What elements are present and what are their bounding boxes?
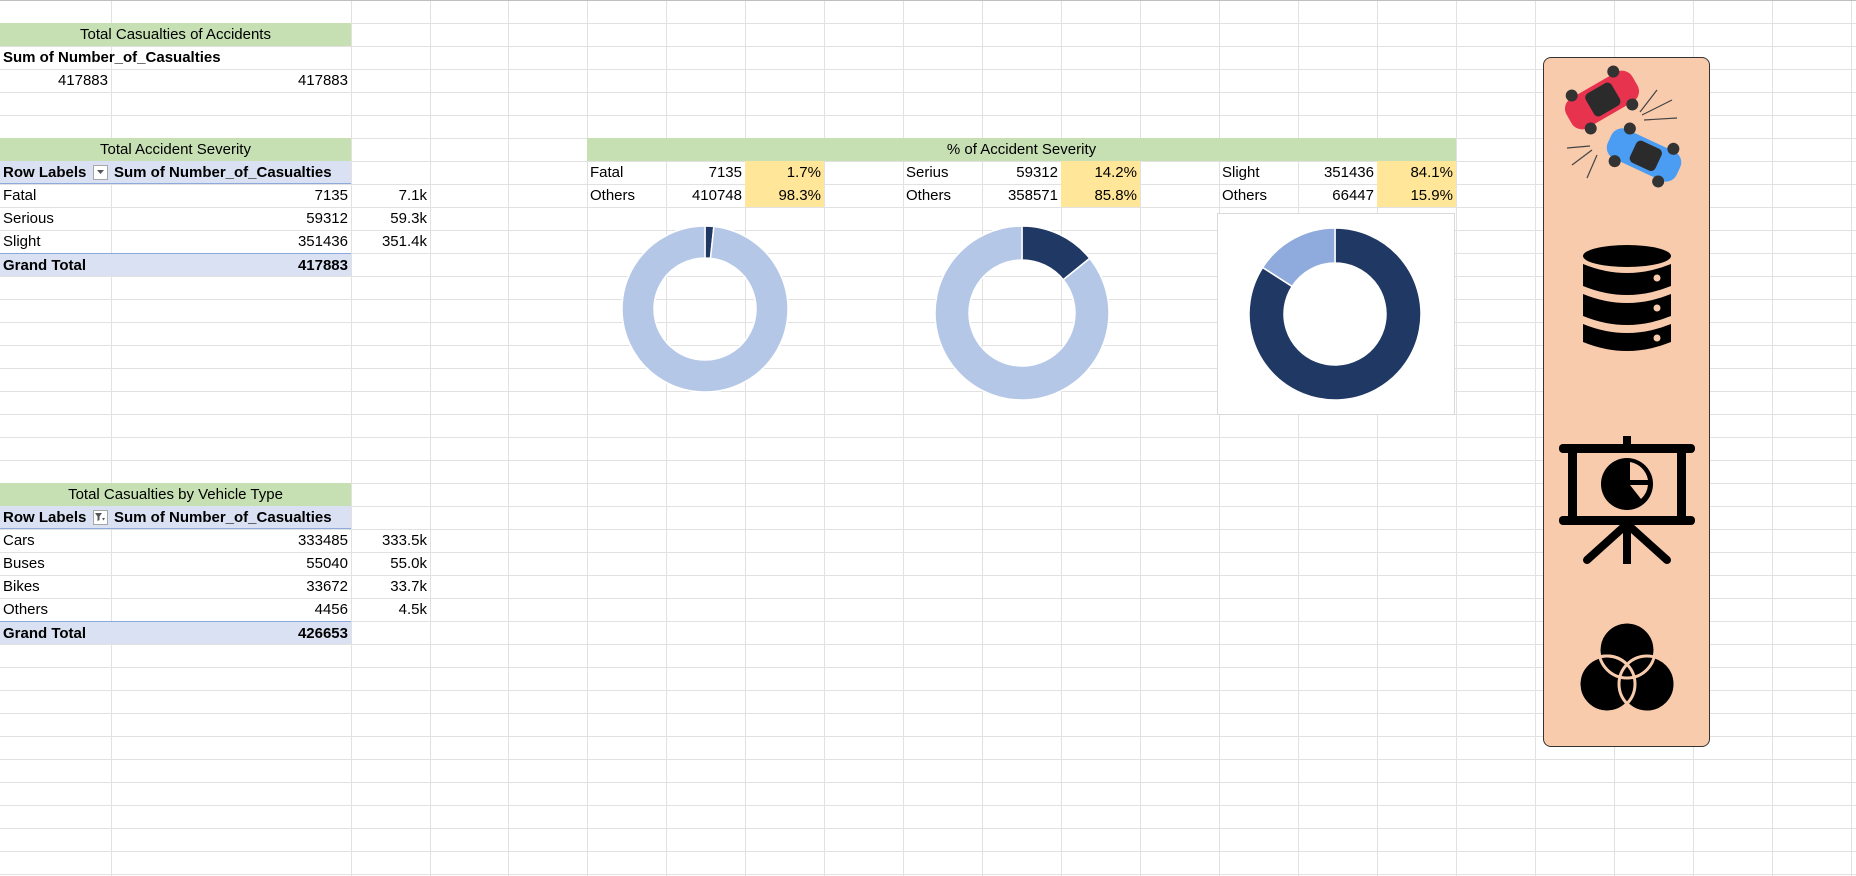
- severity-row-label[interactable]: Serious: [3, 210, 54, 227]
- vehicle-row-label[interactable]: Bikes: [3, 578, 40, 595]
- severity-row-short[interactable]: 7.1k: [398, 187, 427, 204]
- severity-header-row-labels[interactable]: Row Labels: [0, 161, 111, 184]
- vehicle-row-value[interactable]: 333485: [297, 532, 348, 549]
- vehicle-row-label[interactable]: Buses: [3, 555, 45, 572]
- vehicle-row-short[interactable]: 55.0k: [390, 555, 427, 572]
- severity-grand-total-value[interactable]: 417883: [111, 253, 351, 276]
- casualties-title: Total Casualties of Accidents: [0, 23, 351, 46]
- filter-icon: [95, 513, 105, 521]
- vehicle-row-value[interactable]: 33672: [306, 578, 348, 595]
- pct-other-label[interactable]: Others: [906, 187, 952, 204]
- presentation-chart-icon[interactable]: [1544, 436, 1709, 564]
- vehicle-title: Total Casualties by Vehicle Type: [0, 483, 351, 506]
- vehicle-filter-dropdown[interactable]: [93, 510, 108, 525]
- donut-slice-others[interactable]: [621, 225, 789, 393]
- pct-value[interactable]: 7135: [708, 164, 742, 181]
- pct-label[interactable]: Slight: [1222, 164, 1260, 181]
- pct-other-percent[interactable]: 85.8%: [1061, 184, 1140, 207]
- pct-percent[interactable]: 14.2%: [1061, 161, 1140, 184]
- vehicle-grand-total-label[interactable]: Grand Total: [0, 621, 111, 644]
- severity-grand-total-label[interactable]: Grand Total: [0, 253, 111, 276]
- severity-row-value[interactable]: 7135: [314, 187, 348, 204]
- chevron-down-icon: [97, 170, 104, 174]
- pct-other-value[interactable]: 66447: [1332, 187, 1374, 204]
- pct-other-percent[interactable]: 15.9%: [1377, 184, 1456, 207]
- casualties-value-repeat[interactable]: 417883: [297, 72, 348, 89]
- pct-other-percent[interactable]: 98.3%: [745, 184, 824, 207]
- donut-slice-others[interactable]: [1261, 227, 1336, 288]
- venn-diagram-icon[interactable]: [1544, 620, 1709, 716]
- pct-other-label[interactable]: Others: [1222, 187, 1268, 204]
- database-icon[interactable]: [1544, 244, 1709, 354]
- severity-filter-dropdown[interactable]: [93, 165, 108, 180]
- severity-row-value[interactable]: 351436: [297, 233, 348, 250]
- pct-value[interactable]: 351436: [1323, 164, 1374, 181]
- pct-severity-title: % of Accident Severity: [587, 138, 1456, 161]
- severity-row-short[interactable]: 59.3k: [390, 210, 427, 227]
- casualties-value[interactable]: 417883: [57, 72, 108, 89]
- vehicle-row-short[interactable]: 333.5k: [381, 532, 427, 549]
- pct-value[interactable]: 59312: [1016, 164, 1058, 181]
- vehicle-row-label[interactable]: Cars: [3, 532, 35, 549]
- vehicle-header-sum: Sum of Number_of_Casualties: [111, 506, 351, 529]
- pct-label[interactable]: Serius: [906, 164, 949, 181]
- vehicle-grand-total-value[interactable]: 426653: [111, 621, 351, 644]
- severity-row-label[interactable]: Slight: [3, 233, 41, 250]
- vehicle-row-value[interactable]: 4456: [314, 601, 348, 618]
- pct-percent[interactable]: 1.7%: [745, 161, 824, 184]
- car-crash-icon[interactable]: [1544, 60, 1709, 200]
- vehicle-row-label[interactable]: Others: [3, 601, 49, 618]
- severity-header-sum: Sum of Number_of_Casualties: [111, 161, 351, 184]
- donut-slice-slight[interactable]: [1248, 227, 1422, 401]
- vehicle-row-short[interactable]: 33.7k: [390, 578, 427, 595]
- navigation-panel: [1543, 57, 1710, 747]
- pct-other-value[interactable]: 410748: [691, 187, 742, 204]
- vehicle-row-value[interactable]: 55040: [306, 555, 348, 572]
- casualties-header: Sum of Number_of_Casualties: [3, 49, 221, 66]
- vehicle-header-row-labels[interactable]: Row Labels: [0, 506, 111, 529]
- severity-row-value[interactable]: 59312: [306, 210, 348, 227]
- pct-percent[interactable]: 84.1%: [1377, 161, 1456, 184]
- pct-other-label[interactable]: Others: [590, 187, 636, 204]
- pct-other-value[interactable]: 358571: [1007, 187, 1058, 204]
- vehicle-row-short[interactable]: 4.5k: [398, 601, 427, 618]
- donut-slice-others[interactable]: [934, 225, 1110, 401]
- severity-row-short[interactable]: 351.4k: [381, 233, 427, 250]
- pct-label[interactable]: Fatal: [590, 164, 624, 181]
- severity-row-label[interactable]: Fatal: [3, 187, 37, 204]
- severity-title: Total Accident Severity: [0, 138, 351, 161]
